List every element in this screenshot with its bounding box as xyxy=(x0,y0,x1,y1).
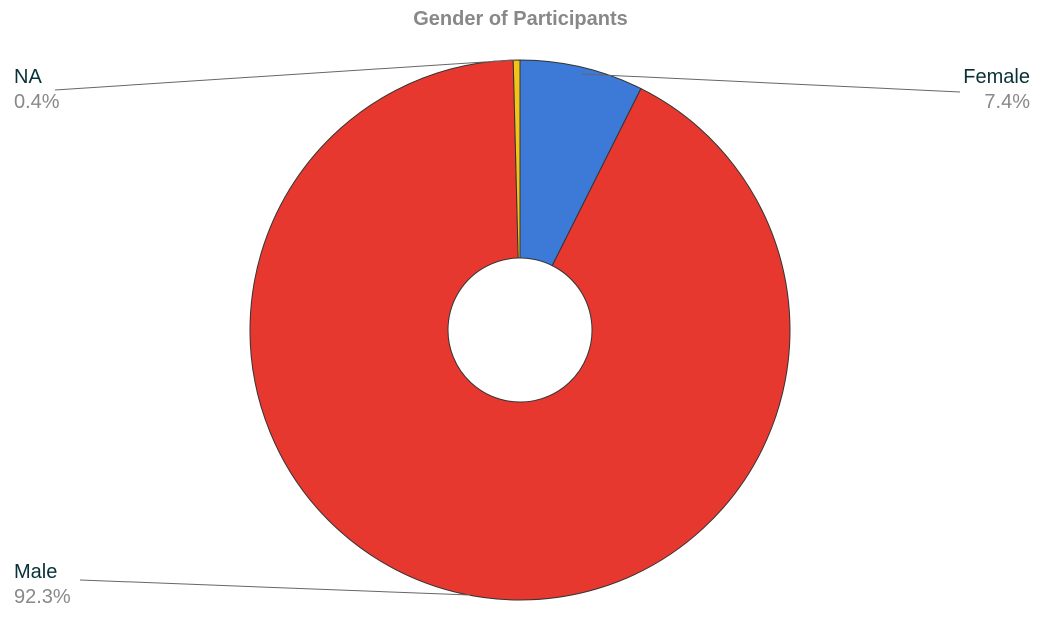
donut-chart: Gender of Participants Female 7.4% Male … xyxy=(0,0,1041,632)
slice-pct: 7.4% xyxy=(963,90,1030,115)
slice-name: Female xyxy=(963,65,1030,90)
slice-name: Male xyxy=(14,560,71,585)
slice-name: NA xyxy=(14,65,60,90)
slice-label-na: NA 0.4% xyxy=(14,65,60,115)
slice-pct: 0.4% xyxy=(14,90,60,115)
slice-label-male: Male 92.3% xyxy=(14,560,71,610)
leader-line xyxy=(80,580,470,595)
slice-label-female: Female 7.4% xyxy=(963,65,1030,115)
chart-svg xyxy=(0,0,1041,632)
chart-title: Gender of Participants xyxy=(0,8,1041,31)
slice-pct: 92.3% xyxy=(14,585,71,610)
